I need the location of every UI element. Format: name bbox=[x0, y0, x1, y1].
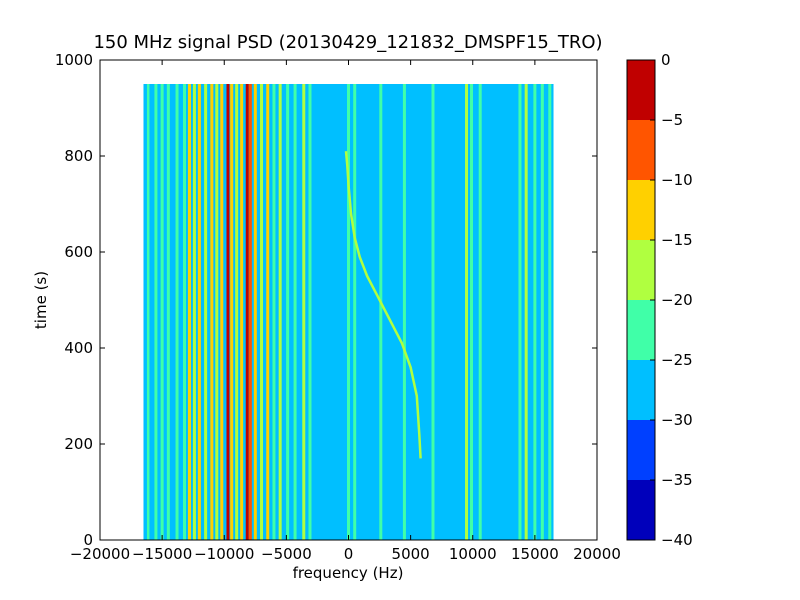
spectral-line bbox=[266, 84, 270, 540]
spectral-line bbox=[540, 84, 544, 540]
spectral-line bbox=[182, 84, 186, 540]
colorbar-tick-label: −40 bbox=[661, 531, 693, 549]
spectral-line bbox=[347, 84, 350, 540]
colorbar-tick-label: 0 bbox=[661, 51, 671, 69]
x-tick-label: 10000 bbox=[449, 545, 497, 563]
spectral-line bbox=[260, 84, 264, 540]
spectral-line bbox=[353, 84, 357, 540]
spectral-line bbox=[293, 84, 297, 540]
spectral-line bbox=[286, 84, 290, 540]
colorbar-swatch bbox=[627, 420, 655, 480]
spectral-line bbox=[220, 84, 224, 540]
colorbar-tick-label: −5 bbox=[661, 111, 683, 129]
x-axis: −20000 −15000 −10000 −5000 0 5000 10000 15000 20… bbox=[70, 60, 621, 563]
x-tick-label: −20000 bbox=[70, 545, 130, 563]
spectral-line bbox=[215, 84, 219, 540]
spectral-line bbox=[154, 84, 158, 540]
plot-area: −20000 −15000 −10000 −5000 0 5000 10000 15000 20… bbox=[55, 51, 621, 563]
colorbar-swatch bbox=[627, 300, 655, 360]
spectral-line bbox=[518, 84, 522, 540]
spectral-line bbox=[431, 84, 435, 540]
chart-title: 150 MHz signal PSD (20130429_121832_DMSP… bbox=[93, 32, 602, 53]
colorbar-swatch bbox=[627, 240, 655, 300]
spectral-line bbox=[272, 84, 276, 540]
spectral-line bbox=[197, 84, 201, 540]
colorbar-tick-label: −35 bbox=[661, 471, 693, 489]
spectral-line bbox=[278, 84, 282, 540]
spectral-line bbox=[240, 84, 244, 540]
spectral-line bbox=[146, 84, 150, 540]
x-tick-label: 5000 bbox=[392, 545, 430, 563]
colorbar-swatch bbox=[627, 60, 655, 120]
spectral-line bbox=[533, 84, 537, 540]
x-tick-label: 15000 bbox=[511, 545, 559, 563]
colorbar-swatch bbox=[627, 360, 655, 420]
y-axis-label: time (s) bbox=[32, 271, 50, 329]
colorbar-swatch bbox=[627, 180, 655, 240]
y-tick-label: 0 bbox=[83, 531, 93, 549]
spectral-line bbox=[402, 84, 406, 540]
y-axis: 0 200 400 600 800 1000 bbox=[55, 51, 597, 549]
y-tick-label: 1000 bbox=[55, 51, 93, 69]
spectral-line bbox=[245, 84, 249, 540]
x-tick-label: 20000 bbox=[573, 545, 621, 563]
spectral-line bbox=[149, 84, 153, 540]
colorbar-swatch bbox=[627, 480, 655, 540]
colorbar-swatch bbox=[627, 120, 655, 180]
colorbar-tick-label: −20 bbox=[661, 291, 693, 309]
spectral-line bbox=[210, 84, 214, 540]
spectral-line bbox=[379, 84, 383, 540]
colorbar: 0 −5 −10 −15 −20 −25 −30 −35 −40 bbox=[626, 51, 693, 549]
spectral-line bbox=[175, 84, 179, 540]
spectral-line bbox=[230, 84, 234, 540]
y-tick-label: 400 bbox=[64, 339, 93, 357]
doppler-trace bbox=[344, 151, 422, 459]
spectral-line bbox=[465, 84, 469, 540]
x-tick-label: −10000 bbox=[194, 545, 254, 563]
spectral-line bbox=[308, 84, 312, 540]
spectral-line bbox=[192, 84, 196, 540]
spectral-line bbox=[235, 84, 239, 540]
x-axis-label: frequency (Hz) bbox=[293, 564, 404, 582]
spectral-line bbox=[302, 84, 306, 540]
y-tick-label: 600 bbox=[64, 243, 93, 261]
colorbar-tick-label: −15 bbox=[661, 231, 693, 249]
x-tick-label: −5000 bbox=[261, 545, 312, 563]
spectral-line bbox=[160, 84, 164, 540]
spectral-line bbox=[478, 84, 482, 540]
spectral-line bbox=[253, 84, 257, 540]
y-tick-label: 200 bbox=[64, 435, 93, 453]
y-tick-label: 800 bbox=[64, 147, 93, 165]
doppler-trace-layer bbox=[344, 151, 422, 459]
spectral-line bbox=[248, 84, 252, 540]
colorbar-tick-label: −25 bbox=[661, 351, 693, 369]
spectral-line bbox=[470, 84, 474, 540]
colorbar-tick-label: −10 bbox=[661, 171, 693, 189]
heatmap-image bbox=[143, 84, 554, 540]
spectral-line bbox=[166, 84, 170, 540]
spectral-line bbox=[187, 84, 191, 540]
spectral-line bbox=[226, 84, 230, 540]
spectral-line bbox=[524, 84, 528, 540]
x-tick-label: −15000 bbox=[132, 545, 192, 563]
spectral-line bbox=[548, 84, 552, 540]
x-tick-label: 0 bbox=[344, 545, 354, 563]
colorbar-tick-label: −30 bbox=[661, 411, 693, 429]
spectral-line bbox=[204, 84, 208, 540]
